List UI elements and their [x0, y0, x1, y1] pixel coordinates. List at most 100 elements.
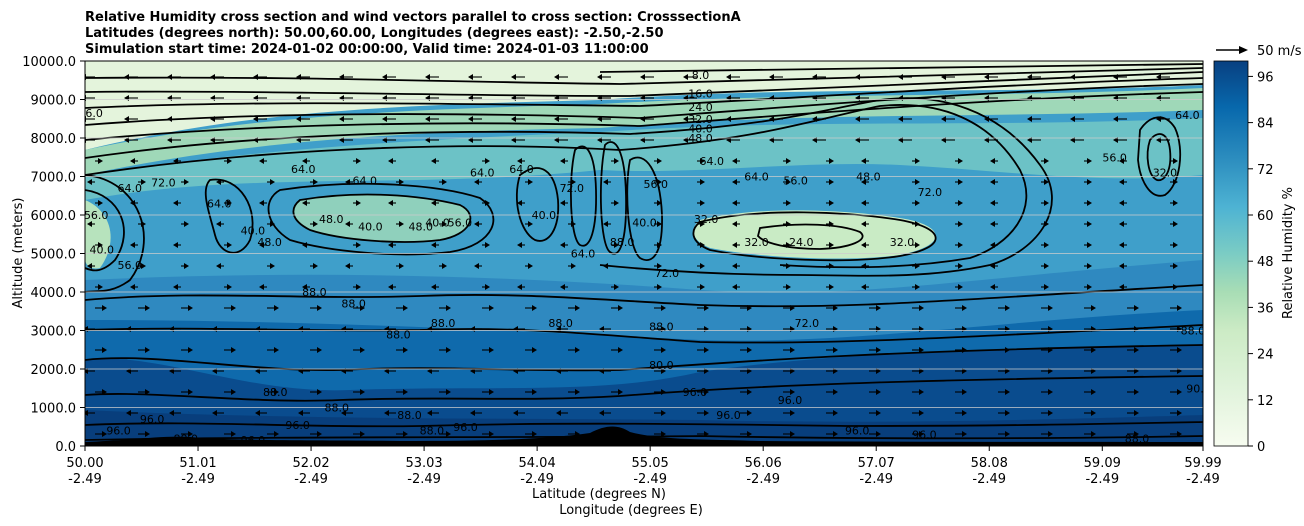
y-axis: 0.0 1000.0 2000.0 3000.0 4000.0 5000.0 6000.0 7… [22, 55, 85, 455]
wind-vector-head [489, 305, 494, 311]
contour-label: 64.0 [509, 163, 534, 176]
wind-vector-head [253, 116, 258, 122]
wind-vector-head [898, 116, 903, 122]
contour-line [85, 91, 1203, 141]
wind-vector-head [1156, 137, 1161, 143]
wind-vector-head [812, 116, 817, 122]
wind-vector-head [130, 158, 135, 164]
wind-vector-head [726, 74, 731, 80]
wind-vector-head [532, 347, 537, 353]
wind-vector-head [657, 158, 662, 164]
wind-vector-head [511, 74, 516, 80]
wind-vector-head [1119, 158, 1124, 164]
wind-vector-head [640, 116, 645, 122]
contour-label: 56.0 [1102, 151, 1127, 164]
wind-vector-head [489, 389, 494, 395]
wind-vector-head [188, 431, 193, 437]
contour-labels: 8.016.024.032.040.048.016.064.0 72.056.04… [84, 69, 1203, 446]
wind-vector-head [184, 179, 189, 185]
wind-vector-head [597, 74, 602, 80]
wind-vector-head [255, 410, 260, 416]
contour-label: 40.0 [358, 221, 383, 234]
x-tick-label-lat: 53.03 [405, 456, 442, 471]
wind-vector-head [1044, 179, 1049, 185]
wind-vector-head [732, 158, 737, 164]
wind-vector-head [489, 431, 494, 437]
x-tick-label-lat: 52.02 [292, 456, 329, 471]
wind-vector-head [769, 137, 774, 143]
wind-vector-head [255, 368, 260, 374]
contour-label: 48.0 [408, 221, 433, 234]
wind-vector-head [356, 284, 361, 290]
wind-vector-head [384, 368, 389, 374]
wind-vector-head [962, 431, 967, 437]
wind-vector-head [425, 74, 430, 80]
wind-vector-head [446, 389, 451, 395]
wind-vector-head [124, 74, 129, 80]
wind-vector-head [941, 116, 946, 122]
wind-vector-head [618, 389, 623, 395]
wind-vector-head [274, 431, 279, 437]
wind-vector-head [599, 410, 604, 416]
wind-vector-head [700, 200, 705, 206]
wind-vector-head [786, 179, 791, 185]
wind-vector-head [169, 410, 174, 416]
wind-vector-head [919, 410, 924, 416]
wind-vector-head [1091, 431, 1096, 437]
contour-label: 32.0 [688, 113, 713, 126]
wind-vector-head [984, 137, 989, 143]
wind-vector-head [403, 431, 408, 437]
wind-vector-head [747, 305, 752, 311]
wind-vector-head [1044, 221, 1049, 227]
wind-vector-head [769, 116, 774, 122]
wind-vector-head [747, 389, 752, 395]
wind-vector-head [700, 242, 705, 248]
wind-vector-head [833, 389, 838, 395]
wind-vector-head [345, 221, 350, 227]
wind-vector-head [442, 263, 447, 269]
wind-vector-head [399, 263, 404, 269]
colorbar-tick-label: 24 [1257, 348, 1274, 363]
wind-vector-head [341, 368, 346, 374]
terrain [85, 426, 1203, 446]
wind-vector-head [188, 389, 193, 395]
wind-vector-head [732, 221, 737, 227]
wind-vector-head [855, 74, 860, 80]
x-tick-label-lon: -2.49 [972, 472, 1006, 487]
wind-vector-head [876, 389, 881, 395]
wind-vector-head [1134, 410, 1139, 416]
wind-vector-head [614, 200, 619, 206]
contour-label: 40.0 [632, 217, 657, 230]
wind-vector-head [829, 242, 834, 248]
wind-vector-head [313, 221, 318, 227]
wind-vector-head [919, 431, 924, 437]
y-tick-label: 8000.0 [31, 132, 77, 147]
contour-label: 56.0 [783, 174, 808, 187]
contour-label: 40.0 [532, 209, 557, 222]
wind-vector-head [732, 200, 737, 206]
wind-vector-head [915, 263, 920, 269]
wind-vector-head [661, 305, 666, 311]
wind-vector-head [726, 116, 731, 122]
contour-label: 96.0 [778, 394, 803, 407]
wind-vector-head [984, 116, 989, 122]
contour-line [626, 156, 663, 261]
wind-vector-head [339, 74, 344, 80]
contour-label: 56.0 [84, 209, 109, 222]
contour-line [599, 141, 627, 255]
contour-label: 88.0 [431, 317, 456, 330]
contour-label: 96.0 [106, 425, 131, 438]
wind-vector-head [431, 158, 436, 164]
x-tick-label-lat: 57.07 [858, 456, 895, 471]
contour-label: 48.0 [257, 236, 282, 249]
colorbar-tick-label: 84 [1257, 117, 1274, 132]
wind-vector-head [1087, 242, 1092, 248]
wind-vector-head [468, 116, 473, 122]
wind-vector-head [786, 221, 791, 227]
wind-vector-head [212, 368, 217, 374]
wind-vector-head [528, 221, 533, 227]
wind-vector-head [85, 410, 88, 416]
wind-vector-head [231, 389, 236, 395]
wind-vector-head [1091, 389, 1096, 395]
wind-vector-head [812, 137, 817, 143]
